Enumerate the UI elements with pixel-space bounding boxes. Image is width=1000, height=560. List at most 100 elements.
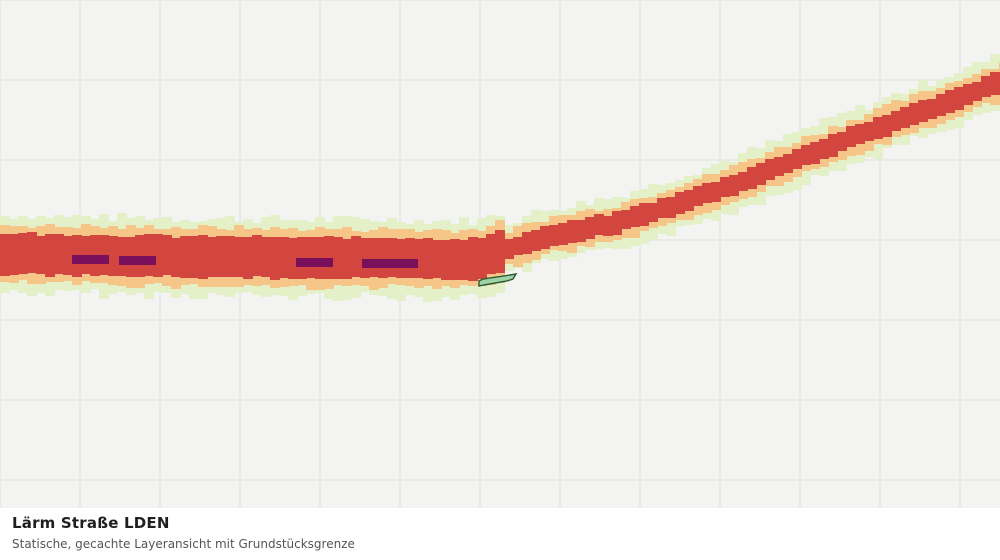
noise-cell (963, 84, 973, 105)
noise-cell (648, 203, 658, 222)
noise-cell (162, 235, 172, 275)
noise-cell (783, 154, 793, 173)
noise-map[interactable] (0, 0, 1000, 508)
noise-cell (351, 236, 361, 277)
noise-cell (9, 234, 19, 275)
noise-cell (423, 238, 433, 279)
noise-cell (396, 239, 406, 278)
noise-cell (360, 238, 370, 278)
noise-cell (252, 235, 262, 276)
noise-cell (450, 239, 460, 280)
noise-cell (909, 103, 919, 125)
noise-cell (279, 237, 289, 278)
noise-cell (198, 235, 208, 279)
noise-cell-highest (362, 259, 418, 268)
noise-cell (45, 234, 55, 277)
parcel-boundary[interactable] (478, 273, 518, 287)
noise-cell (27, 232, 37, 273)
noise-cell (927, 99, 937, 119)
noise-cell-highest (72, 255, 109, 264)
noise-cell (378, 238, 388, 278)
noise-cell (558, 223, 568, 245)
noise-cell (270, 237, 280, 280)
noise-cell (810, 142, 820, 164)
noise-cell (387, 238, 397, 277)
noise-cell (207, 237, 217, 277)
noise-cell (63, 236, 73, 275)
noise-cell (540, 226, 550, 249)
noise-cell (261, 237, 271, 277)
noise-zone-high (0, 72, 1000, 281)
noise-cell (675, 192, 685, 214)
noise-cell (468, 237, 478, 281)
noise-cell (405, 238, 415, 278)
noise-cell (711, 182, 721, 202)
noise-cell (495, 230, 505, 273)
noise-cell (108, 236, 118, 276)
noise-cell (234, 237, 244, 277)
noise-cell-highest (296, 258, 333, 267)
noise-cell (567, 220, 577, 243)
noise-cell (324, 236, 334, 279)
noise-cell (585, 217, 595, 239)
noise-cell (216, 236, 226, 277)
noise-cell (486, 234, 496, 274)
noise-cell (972, 82, 982, 101)
noise-cell (306, 237, 316, 278)
noise-cell (243, 237, 253, 279)
noise-cell (891, 111, 901, 131)
noise-cell (747, 167, 757, 189)
noise-cell (432, 240, 442, 278)
noise-zone-highest (72, 255, 418, 268)
noise-cell (189, 236, 199, 278)
noise-cell (369, 238, 379, 277)
noise-cell (225, 236, 235, 277)
layer-caption: Lärm Straße LDEN Statische, gecachte Lay… (0, 508, 1000, 560)
noise-cell (288, 238, 298, 279)
noise-cell (612, 211, 622, 235)
noise-cell (171, 238, 181, 277)
noise-cell (855, 124, 865, 144)
noise-cell (0, 234, 10, 276)
noise-cell (333, 237, 343, 279)
noise-cell (477, 238, 487, 279)
noise-cell (936, 94, 946, 116)
noise-cell (720, 177, 730, 197)
noise-cell (603, 216, 613, 236)
noise-cell (684, 190, 694, 211)
noise-cell (630, 206, 640, 227)
noise-cell (549, 225, 559, 246)
noise-cell (990, 72, 1000, 95)
noise-cell (36, 236, 46, 274)
map-canvas[interactable] (0, 0, 1000, 508)
noise-cell (837, 132, 847, 151)
noise-cell (504, 239, 514, 259)
layer-title: Lärm Straße LDEN (12, 514, 170, 532)
noise-cell (846, 126, 856, 147)
noise-cell (774, 157, 784, 176)
noise-cell (594, 214, 604, 235)
noise-cell (945, 90, 955, 113)
noise-cell (873, 117, 883, 139)
noise-cell (144, 234, 154, 276)
noise-cell (522, 232, 532, 254)
noise-cell (414, 239, 424, 278)
noise-cell (513, 237, 523, 255)
noise-cell (18, 233, 28, 274)
noise-cell (657, 198, 667, 218)
noise-cell (180, 236, 190, 278)
noise-cell (153, 234, 163, 277)
noise-cell (576, 220, 586, 242)
noise-cell (639, 203, 649, 226)
noise-cell (693, 186, 703, 206)
noise-cell (792, 149, 802, 169)
noise-cell (459, 240, 469, 280)
noise-cell (918, 100, 928, 122)
noise-cell (819, 139, 829, 159)
noise-cell-highest (119, 256, 156, 265)
noise-cell (828, 134, 838, 157)
noise-cell (531, 230, 541, 251)
noise-cell (441, 240, 451, 280)
noise-cell (729, 175, 739, 196)
noise-cell (666, 197, 676, 218)
